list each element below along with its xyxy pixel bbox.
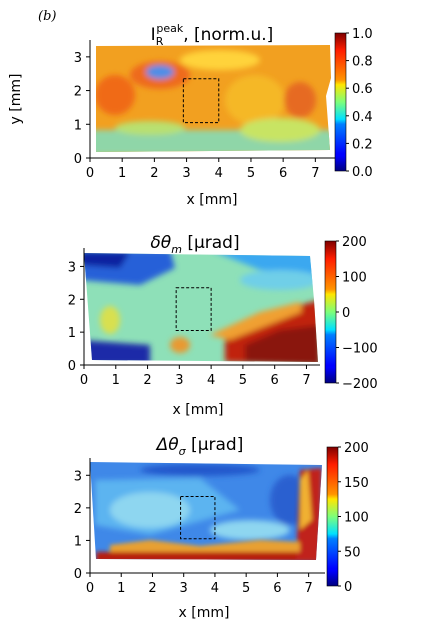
colorbar-tick-label: −100: [342, 342, 378, 357]
colorbar-tick-label: 0: [342, 306, 350, 321]
colorbar-tick-label: 0.2: [352, 137, 373, 152]
x-tick-label: 1: [118, 166, 126, 181]
roi-box: [175, 287, 212, 331]
y-ticks: 0 1 2 3: [74, 51, 90, 167]
x-tick-label: 2: [143, 373, 151, 388]
y-ticks: 0 1 2 3: [74, 469, 90, 582]
x-tick-label: 0: [86, 581, 94, 596]
x-tick-label: 1: [112, 373, 120, 388]
colorbar-tick-label: 0.4: [352, 110, 373, 125]
roi-box: [180, 495, 216, 540]
axes: [89, 458, 325, 574]
chart-title: δθm [μrad]: [150, 233, 239, 256]
colorbar-tick-label: 0: [344, 580, 352, 595]
x-tick-label: 2: [150, 166, 158, 181]
colorbar-ticks: 0.0 0.2 0.4 0.6 0.8 1.0: [346, 27, 373, 180]
x-tick-label: 0: [80, 373, 88, 388]
x-tick-label: 4: [215, 166, 223, 181]
heatmap: [96, 45, 331, 152]
x-tick-label: 5: [242, 581, 250, 596]
heatmap: [90, 462, 322, 560]
x-axis-label: x [mm]: [179, 605, 230, 621]
y-tick-label: 2: [74, 502, 82, 517]
y-tick-label: 1: [68, 326, 76, 341]
colorbar-ticks: −200 −100 0 100 200: [336, 235, 378, 392]
x-tick-label: 6: [279, 166, 287, 181]
x-tick-label: 3: [180, 581, 188, 596]
x-tick-label: 3: [175, 373, 183, 388]
chart-delta-theta-sigma: Δθσ [μrad] 0 1 2 3 4 5 6 7 0 1 2 3 x [mm]: [74, 435, 369, 621]
chart-peak-intensity: IRpeak, [norm.u.] 0 1 2 3 4 5 6 7 0 1 2 3 x [mm] y…: [8, 22, 373, 208]
colorbar-tick-label: 200: [344, 441, 369, 456]
x-tick-label: 0: [86, 166, 94, 181]
x-tick-label: 4: [207, 373, 215, 388]
x-tick-label: 5: [247, 166, 255, 181]
y-tick-label: 3: [74, 51, 82, 66]
x-axis-label: x [mm]: [187, 192, 238, 208]
chart-title: Δθσ [μrad]: [155, 435, 244, 458]
x-tick-label: 1: [117, 581, 125, 596]
x-tick-label: 2: [148, 581, 156, 596]
colorbar-tick-label: 0.8: [352, 55, 373, 70]
y-tick-label: 0: [74, 567, 82, 582]
x-ticks: 0 1 2 3 4 5 6 7: [86, 573, 313, 596]
x-axis-label: x [mm]: [173, 402, 224, 418]
y-tick-label: 0: [68, 359, 76, 374]
x-ticks: 0 1 2 3 4 5 6 7: [80, 365, 311, 388]
colorbar: [334, 32, 347, 172]
x-tick-label: 6: [271, 373, 279, 388]
chart-delta-theta-m: δθm [μrad] 0 1 2 3 4 5 6 7 0 1 2 3 x [mm]: [68, 233, 378, 418]
y-ticks: 0 1 2 3: [68, 260, 84, 374]
colorbar-tick-label: 200: [342, 235, 367, 250]
colorbar-ticks: 0 50 100 150 200: [338, 441, 369, 595]
axes: [89, 40, 335, 159]
colorbar-tick-label: 0.6: [352, 82, 373, 97]
x-tick-label: 7: [311, 166, 319, 181]
colorbar-tick-label: 50: [344, 545, 361, 560]
chart-title: IRpeak, [norm.u.]: [151, 22, 274, 48]
y-axis-label: y [mm]: [8, 74, 24, 125]
colorbar-tick-label: 1.0: [352, 27, 373, 42]
y-tick-label: 2: [68, 293, 76, 308]
y-tick-label: 1: [74, 534, 82, 549]
x-ticks: 0 1 2 3 4 5 6 7: [86, 158, 319, 181]
colorbar-tick-label: 100: [344, 511, 369, 526]
heatmap: [84, 253, 318, 362]
y-tick-label: 2: [74, 85, 82, 100]
panel-label: (b): [38, 9, 56, 24]
y-tick-label: 3: [68, 260, 76, 275]
y-tick-label: 3: [74, 469, 82, 484]
x-tick-label: 7: [304, 581, 312, 596]
colorbar-tick-label: 100: [342, 271, 367, 286]
colorbar: [326, 446, 339, 587]
x-tick-label: 5: [239, 373, 247, 388]
x-tick-label: 4: [211, 581, 219, 596]
axes: [83, 248, 320, 366]
roi-box: [182, 78, 220, 124]
x-tick-label: 7: [302, 373, 310, 388]
x-tick-label: 3: [182, 166, 190, 181]
colorbar: [324, 240, 337, 384]
y-tick-label: 0: [74, 152, 82, 167]
colorbar-tick-label: 150: [344, 476, 369, 491]
y-tick-label: 1: [74, 118, 82, 133]
colorbar-tick-label: 0.0: [352, 165, 373, 180]
colorbar-tick-label: −200: [342, 377, 378, 392]
x-tick-label: 6: [273, 581, 281, 596]
